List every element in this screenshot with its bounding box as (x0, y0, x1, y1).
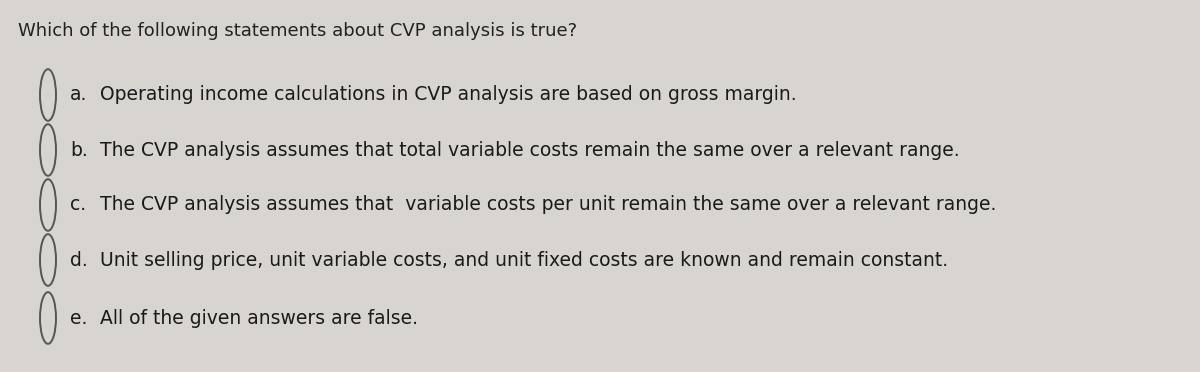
Text: e.: e. (70, 308, 88, 327)
Text: Which of the following statements about CVP analysis is true?: Which of the following statements about … (18, 22, 577, 40)
Text: b.: b. (70, 141, 88, 160)
Text: c.: c. (70, 196, 86, 215)
Text: a.: a. (70, 86, 88, 105)
Text: The CVP analysis assumes that total variable costs remain the same over a releva: The CVP analysis assumes that total vari… (100, 141, 960, 160)
Text: The CVP analysis assumes that  variable costs per unit remain the same over a re: The CVP analysis assumes that variable c… (100, 196, 996, 215)
Text: Operating income calculations in CVP analysis are based on gross margin.: Operating income calculations in CVP ana… (100, 86, 797, 105)
Text: d.: d. (70, 250, 88, 269)
Text: All of the given answers are false.: All of the given answers are false. (100, 308, 418, 327)
Text: Unit selling price, unit variable costs, and unit fixed costs are known and rema: Unit selling price, unit variable costs,… (100, 250, 948, 269)
